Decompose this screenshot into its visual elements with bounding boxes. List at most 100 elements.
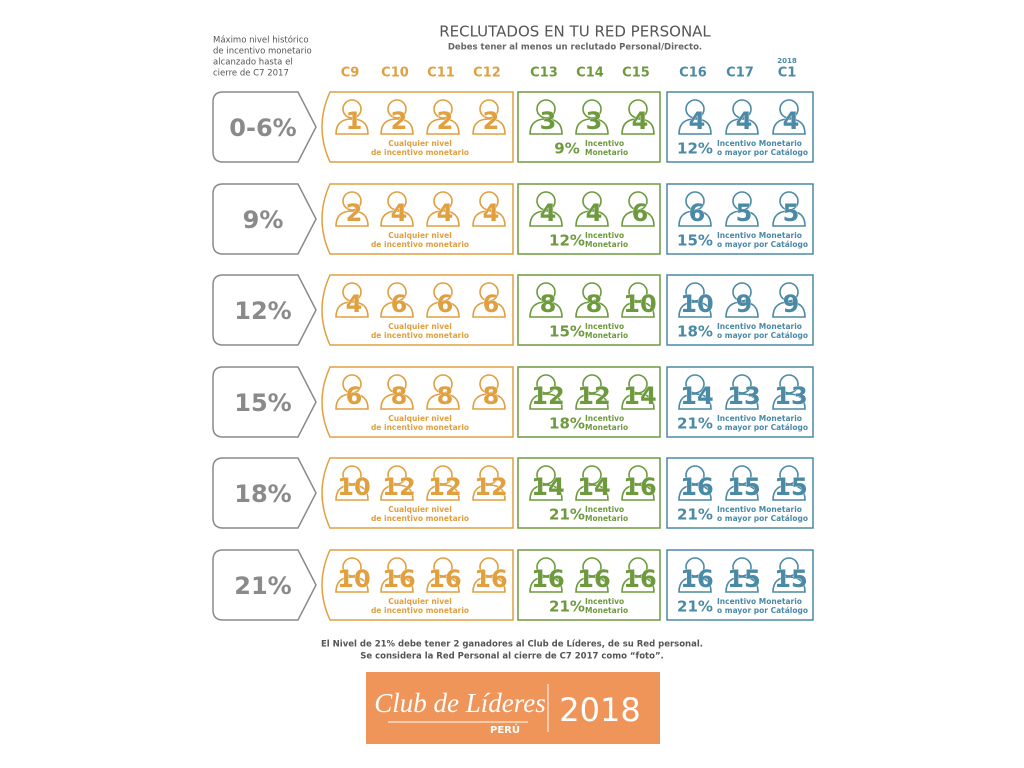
person-icon bbox=[725, 393, 759, 410]
person-icon bbox=[536, 191, 556, 211]
person-icon bbox=[472, 393, 506, 410]
logo-name: Club de Líderes bbox=[374, 688, 546, 718]
blue-number: 5 bbox=[736, 199, 753, 227]
green-note: Monetario bbox=[585, 148, 628, 157]
orange-note: de incentivo monetario bbox=[371, 514, 469, 523]
person-icon bbox=[342, 465, 362, 485]
green-note: Monetario bbox=[585, 606, 628, 615]
orange-note: Cualquier nivel bbox=[388, 414, 452, 423]
green-pct: 15% bbox=[549, 323, 585, 341]
column-header: C10 bbox=[381, 66, 409, 81]
green-box bbox=[517, 457, 661, 529]
person-icon bbox=[342, 282, 362, 302]
person-icon bbox=[479, 282, 499, 302]
blue-number: 4 bbox=[689, 107, 706, 135]
orange-note: Cualquier nivel bbox=[388, 322, 452, 331]
person-icon bbox=[472, 484, 506, 501]
person-icon bbox=[479, 557, 499, 577]
column-header: C1 bbox=[778, 66, 797, 81]
green-number: 16 bbox=[623, 473, 656, 501]
orange-number: 12 bbox=[474, 473, 507, 501]
green-box bbox=[517, 274, 661, 346]
person-icon bbox=[685, 282, 705, 302]
person-icon bbox=[342, 374, 362, 394]
blue-pct: 12% bbox=[677, 140, 713, 158]
person-icon bbox=[685, 191, 705, 211]
person-icon bbox=[380, 118, 414, 135]
person-icon bbox=[472, 118, 506, 135]
person-icon bbox=[479, 465, 499, 485]
person-icon bbox=[575, 210, 609, 227]
orange-box bbox=[321, 457, 514, 529]
blue-pct: 21% bbox=[677, 506, 713, 524]
person-icon bbox=[779, 374, 799, 394]
orange-number: 16 bbox=[382, 565, 415, 593]
orange-number: 2 bbox=[437, 107, 454, 135]
green-box bbox=[517, 183, 661, 255]
person-icon bbox=[342, 99, 362, 119]
person-icon bbox=[472, 576, 506, 593]
blue-number: 13 bbox=[727, 382, 760, 410]
person-icon bbox=[433, 191, 453, 211]
green-number: 6 bbox=[632, 199, 649, 227]
orange-note: de incentivo monetario bbox=[371, 606, 469, 615]
person-icon bbox=[582, 557, 602, 577]
green-note: Incentivo bbox=[585, 414, 624, 423]
person-icon bbox=[335, 210, 369, 227]
orange-number: 16 bbox=[474, 565, 507, 593]
orange-number: 8 bbox=[391, 382, 408, 410]
person-icon bbox=[772, 301, 806, 318]
blue-box bbox=[666, 274, 814, 346]
orange-number: 12 bbox=[382, 473, 415, 501]
orange-box bbox=[321, 274, 514, 346]
person-icon bbox=[335, 576, 369, 593]
person-icon bbox=[678, 576, 712, 593]
orange-number: 6 bbox=[483, 290, 500, 318]
person-icon bbox=[621, 301, 655, 318]
logo-year: 2018 bbox=[559, 691, 640, 729]
blue-note: Incentivo Monetario bbox=[717, 597, 802, 606]
green-note: Incentivo bbox=[585, 322, 624, 331]
blue-number: 13 bbox=[774, 382, 807, 410]
orange-number: 6 bbox=[391, 290, 408, 318]
person-icon bbox=[433, 282, 453, 302]
person-icon bbox=[335, 301, 369, 318]
person-icon bbox=[335, 484, 369, 501]
person-icon bbox=[536, 557, 556, 577]
person-icon bbox=[678, 393, 712, 410]
orange-note: Cualquier nivel bbox=[388, 505, 452, 514]
person-icon bbox=[582, 374, 602, 394]
level-tag bbox=[212, 457, 317, 529]
person-icon bbox=[529, 118, 563, 135]
person-icon bbox=[678, 484, 712, 501]
person-icon bbox=[685, 465, 705, 485]
orange-number: 12 bbox=[428, 473, 461, 501]
footer-note: Se considera la Red Personal al cierre d… bbox=[360, 652, 664, 662]
person-icon bbox=[426, 118, 460, 135]
year-label: 2018 bbox=[777, 57, 797, 65]
person-icon bbox=[621, 118, 655, 135]
blue-box bbox=[666, 549, 814, 621]
person-icon bbox=[426, 393, 460, 410]
blue-number: 15 bbox=[727, 565, 760, 593]
person-icon bbox=[387, 282, 407, 302]
person-icon bbox=[529, 393, 563, 410]
green-note: Incentivo bbox=[585, 231, 624, 240]
person-icon bbox=[628, 282, 648, 302]
left-note: de incentivo monetario bbox=[213, 47, 312, 57]
person-icon bbox=[678, 301, 712, 318]
person-icon bbox=[433, 374, 453, 394]
orange-number: 2 bbox=[391, 107, 408, 135]
person-icon bbox=[732, 374, 752, 394]
person-icon bbox=[628, 465, 648, 485]
blue-number: 6 bbox=[689, 199, 706, 227]
blue-box bbox=[666, 183, 814, 255]
person-icon bbox=[678, 118, 712, 135]
level-tag bbox=[212, 274, 317, 346]
person-icon bbox=[772, 118, 806, 135]
person-icon bbox=[380, 210, 414, 227]
column-header: C15 bbox=[622, 66, 650, 81]
person-icon bbox=[725, 301, 759, 318]
blue-box bbox=[666, 457, 814, 529]
